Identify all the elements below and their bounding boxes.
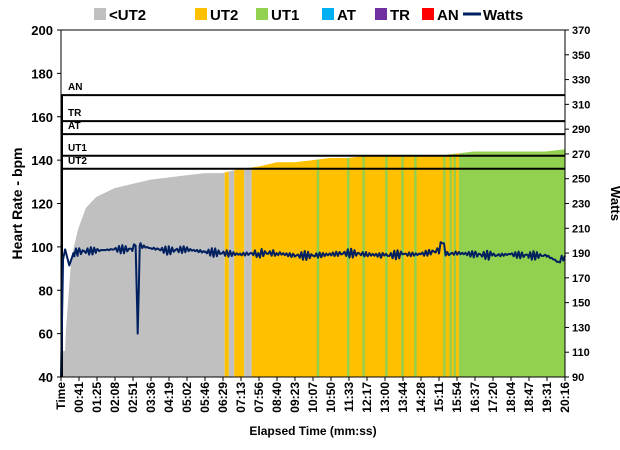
y-tick-label: 160: [31, 110, 53, 125]
y2-tick-label: 270: [572, 149, 590, 161]
y2-tick-label: 130: [572, 322, 590, 334]
x-tick-label: 14:28: [414, 382, 428, 413]
x-tick-label: Time: [54, 382, 68, 410]
y-tick-label: 60: [39, 327, 53, 342]
x-tick-label: 18:47: [522, 382, 536, 413]
hr-zone-area-0: [61, 172, 225, 377]
y-axis-title: Heart Rate - bpm: [9, 147, 25, 259]
y2-tick-label: 250: [572, 174, 590, 186]
y2-tick-label: 110: [572, 347, 590, 359]
threshold-line-layer: UT2 UT1 AT TR AN: [61, 82, 565, 377]
legend-label-watts: Watts: [483, 7, 523, 24]
y-tick-label: 100: [31, 240, 53, 255]
x-tick-label: 07:56: [252, 382, 266, 413]
x-tick-label: 00:41: [72, 382, 86, 413]
x-tick-label: 10:50: [324, 382, 338, 413]
hr-zone-area-2: [228, 170, 235, 377]
hr-ut1-spike-5: [414, 155, 417, 377]
hr-ut1-spike-4: [401, 155, 404, 377]
x-tick-label: 01:25: [90, 382, 104, 413]
x-tick-label: 16:37: [468, 382, 482, 413]
watts-line-layer: [60, 241, 566, 378]
y2-tick-label: 190: [572, 248, 590, 260]
y-tick-label: 40: [39, 370, 53, 385]
threshold-label-ut2: UT2: [68, 156, 87, 167]
x-tick-label: 18:04: [504, 382, 518, 413]
y-tick-label: 200: [31, 23, 53, 38]
y2-tick-label: 90: [572, 372, 584, 384]
x-tick-label: 02:51: [126, 382, 140, 413]
legend-swatch-ut2: [94, 8, 106, 20]
hr-zone-area-5: [251, 153, 459, 377]
y-tick-label: 140: [31, 153, 53, 168]
y2-tick-label: 210: [572, 223, 590, 235]
series-watts-line: [60, 241, 566, 378]
x-tick-label: 19:31: [540, 382, 554, 413]
threshold-label-an: AN: [68, 82, 82, 93]
x-tick-label: 13:44: [396, 382, 410, 413]
x-tick-label: 02:08: [108, 382, 122, 413]
hr-ut1-spike-7: [449, 154, 452, 377]
y2-tick-label: 310: [572, 99, 590, 111]
x-tick-label: 12:17: [360, 382, 374, 413]
hr-ut1-spike-0: [316, 159, 320, 377]
x-tick-label: 08:40: [270, 382, 284, 413]
legend-label-at: AT: [337, 7, 356, 24]
threshold-label-ut1: UT1: [68, 143, 87, 154]
x-tick-label: 04:19: [162, 382, 176, 413]
threshold-label-tr: TR: [68, 108, 82, 119]
hr-ut1-spike-8: [453, 153, 456, 377]
y2-tick-label: 150: [572, 298, 590, 310]
y2-tick-label: 170: [572, 273, 590, 285]
hr-ut1-spike-3: [385, 155, 388, 377]
x-tick-label: 05:46: [198, 382, 212, 413]
legend-swatch-an: [422, 8, 434, 20]
legend-label-ut2: <UT2: [109, 7, 146, 24]
x-tick-label: 13:00: [378, 382, 392, 413]
y2-tick-label: 290: [572, 124, 590, 136]
axes-layer: 40 60 80 100 120 140 160 180 200 90 110 130 150 170 19…: [9, 23, 620, 438]
zone-area-layer: [61, 149, 565, 377]
x-tick-label: 10:07: [306, 382, 320, 413]
y2-tick-label: 370: [572, 25, 590, 37]
y2-tick-label: 350: [572, 50, 590, 62]
hr-ut1-spike-6: [443, 155, 446, 377]
threshold-label-at: AT: [68, 121, 81, 132]
hr-ut1-spike-1: [347, 157, 350, 377]
hr-zone-area-3: [234, 168, 245, 377]
x-tick-label: 15:54: [450, 382, 464, 413]
x-axis-title: Elapsed Time (mm:ss): [249, 424, 376, 438]
y-tick-label: 80: [39, 283, 53, 298]
hr-ut1-spike-2: [362, 156, 365, 377]
x-tick-label: 11:33: [342, 382, 356, 412]
legend-swatch-ut1: [256, 8, 268, 20]
y-tick-label: 120: [31, 197, 53, 212]
legend-label-an: AN: [437, 7, 459, 24]
x-tick-label: 06:29: [216, 382, 230, 413]
y2-tick-label: 230: [572, 199, 590, 211]
hr-zone-area-1: [224, 171, 229, 377]
x-tick-label: 20:16: [558, 382, 572, 413]
legend: <UT2 UT2 UT1 AT TR AN Watts: [94, 7, 523, 24]
hr-zone-area-4: [244, 167, 252, 377]
legend-label-ut2: UT2: [210, 7, 238, 24]
legend-swatch-ut2: [195, 8, 207, 20]
x-tick-label: 09:23: [288, 382, 302, 413]
legend-label-tr: TR: [390, 7, 410, 24]
y-tick-label: 180: [31, 66, 53, 81]
x-tick-label: 03:36: [144, 382, 158, 413]
y2-axis-title: Watts: [608, 186, 620, 221]
hr-zone-area-6: [458, 149, 565, 377]
x-tick-label: 15:11: [432, 382, 446, 412]
legend-swatch-at: [322, 8, 334, 20]
legend-label-ut1: UT1: [271, 7, 299, 24]
y2-tick-label: 330: [572, 75, 590, 87]
x-tick-label: 07:13: [234, 382, 248, 413]
legend-swatch-tr: [375, 8, 387, 20]
x-tick-label: 17:20: [486, 382, 500, 413]
x-tick-label: 05:02: [180, 382, 194, 413]
